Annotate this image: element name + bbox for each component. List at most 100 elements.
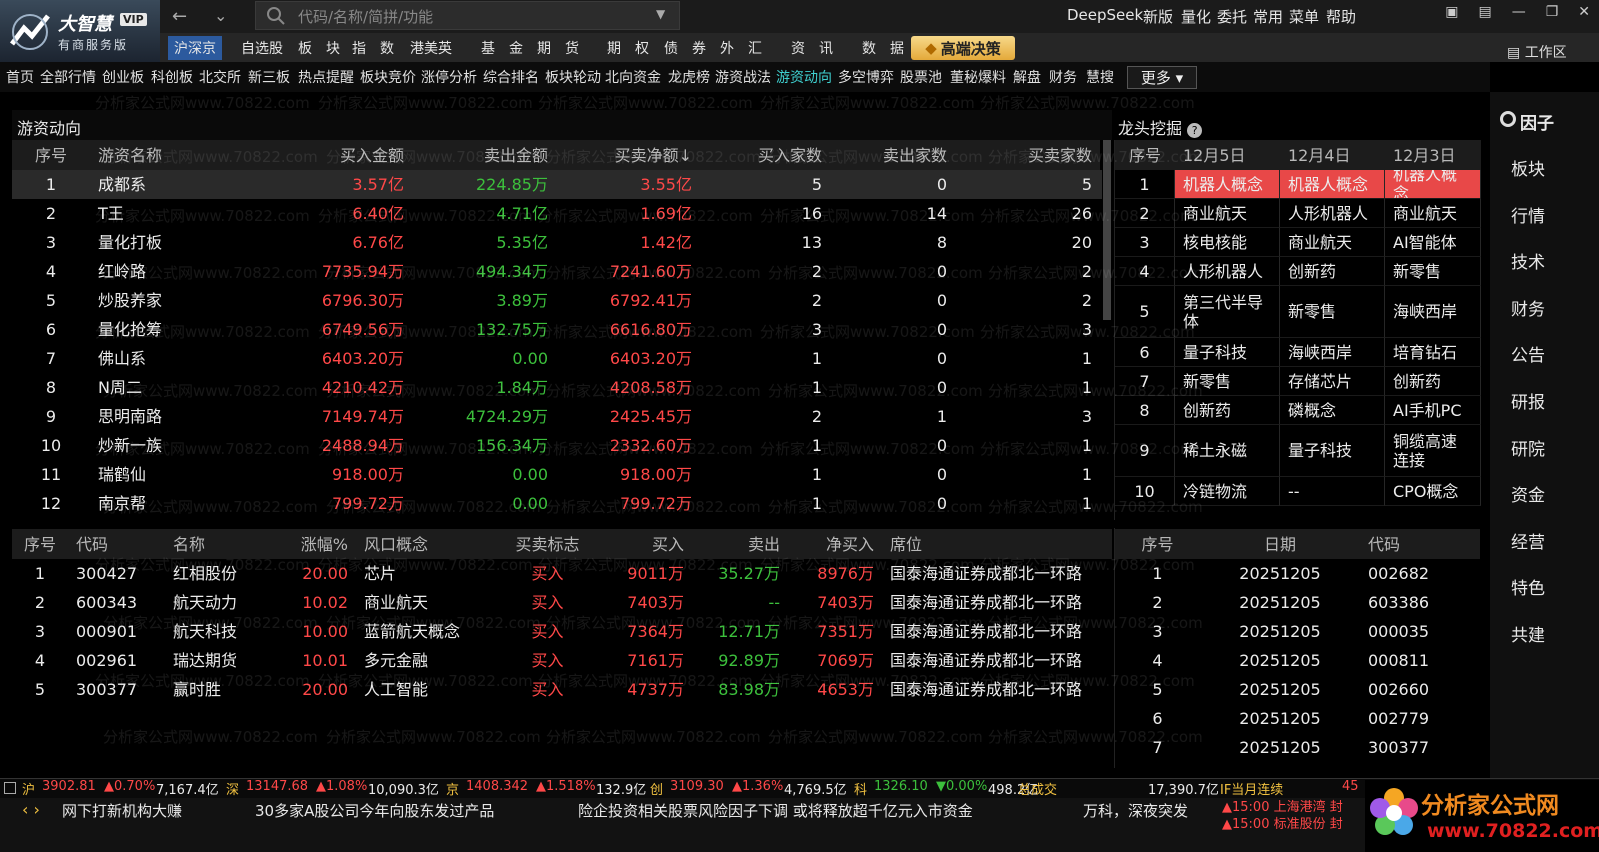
column-header[interactable]: 日期 <box>1200 529 1360 559</box>
column-header[interactable]: 涨幅% <box>268 529 356 559</box>
column-header[interactable]: 序号 <box>12 140 90 170</box>
tab[interactable]: 董秘爆料 <box>950 70 1006 86</box>
column-header[interactable]: 买卖家数 <box>955 140 1100 170</box>
sidebar-item[interactable]: 因子 <box>1520 114 1554 134</box>
news-item[interactable]: 网下打新机构大赚 <box>62 802 183 820</box>
sidebar-item[interactable]: 特色 <box>1511 579 1545 600</box>
column-header[interactable]: 序号 <box>12 529 68 559</box>
table-cell: 6796.30万 <box>321 291 404 310</box>
future-label: IF当月连续 <box>1220 783 1284 798</box>
tab[interactable]: 解盘 <box>1013 70 1041 86</box>
nav-item[interactable]: 基 金 <box>481 41 523 57</box>
search-box[interactable]: 代码/名称/简拼/功能 ▼ <box>255 1 680 30</box>
column-header[interactable]: 买入金额 <box>268 140 412 170</box>
back-button[interactable]: ← <box>172 6 188 27</box>
forward-button[interactable]: ⌄ <box>214 6 228 25</box>
column-header[interactable]: 序号 <box>1115 529 1200 559</box>
restore-button[interactable]: ❐ <box>1545 4 1559 20</box>
nav-item[interactable]: 期 货 <box>537 41 579 57</box>
close-button[interactable]: ✕ <box>1578 4 1590 20</box>
sidebar-item[interactable]: 行情 <box>1511 206 1545 227</box>
column-header[interactable]: 卖出金额 <box>412 140 556 170</box>
tab[interactable]: 新三板 <box>248 70 290 86</box>
column-header[interactable]: 名称 <box>165 529 268 559</box>
nav-item[interactable]: 港美英 <box>410 41 452 57</box>
column-header[interactable]: 买入 <box>595 529 692 559</box>
menu-item[interactable]: 菜单 <box>1289 8 1320 26</box>
nav-item[interactable]: 沪深京 <box>168 36 222 60</box>
tab[interactable]: 慧搜 <box>1086 70 1114 86</box>
column-header[interactable]: 风口概念 <box>356 529 500 559</box>
nav-item[interactable]: 外 汇 <box>720 41 762 57</box>
menu-item[interactable]: 量化 <box>1181 8 1212 26</box>
tab[interactable]: 游资动向 <box>776 70 832 86</box>
nav-item[interactable]: 数 据 <box>862 41 904 57</box>
column-header[interactable]: 买卖标志 <box>500 529 595 559</box>
sidebar-item[interactable]: 公告 <box>1511 346 1545 367</box>
sidebar-item[interactable]: 经营 <box>1511 532 1545 553</box>
column-header[interactable]: 净买入 <box>788 529 882 559</box>
tab[interactable]: 板块轮动 <box>545 70 601 86</box>
nav-item[interactable]: 债 券 <box>664 41 706 57</box>
search-dropdown[interactable]: ▼ <box>656 7 666 21</box>
news-item[interactable]: 万科，深夜突发 <box>1083 802 1189 820</box>
workspace-button[interactable]: ▤ 工作区 <box>1507 45 1567 61</box>
nav-item[interactable]: 期 权 <box>607 41 649 57</box>
tab[interactable]: 科创板 <box>151 70 193 86</box>
menu-item[interactable]: DeepSeek <box>1067 6 1144 24</box>
column-header[interactable]: 卖出家数 <box>830 140 955 170</box>
alert-item[interactable]: ▲15:00 标准股份 封 <box>1222 817 1343 832</box>
tab[interactable]: 股票池 <box>900 70 942 86</box>
column-header[interactable]: 买卖净额↓ <box>556 140 700 170</box>
sidebar-item[interactable]: 共建 <box>1511 626 1545 646</box>
more-button[interactable]: 更多 ▾ <box>1127 66 1197 89</box>
tab[interactable]: 板块竞价 <box>360 70 416 86</box>
news-item[interactable]: 30多家A股公司今年向股东发过产品 <box>255 802 495 820</box>
alert-item[interactable]: ▲15:00 上海港湾 封 <box>1222 800 1343 815</box>
sidebar-item[interactable]: 技术 <box>1511 253 1545 274</box>
nav-item[interactable]: 板 块 <box>298 41 340 57</box>
column-header[interactable]: 代码 <box>68 529 165 559</box>
tab[interactable]: 全部行情 <box>40 70 96 86</box>
column-header[interactable]: 游资名称 <box>90 140 268 170</box>
sidebar-item[interactable]: 板块 <box>1511 160 1545 180</box>
tab[interactable]: 游资战法 <box>715 70 771 86</box>
ticker-arrows[interactable]: ‹ › <box>22 800 40 819</box>
sidebar-item[interactable]: 资金 <box>1511 486 1545 507</box>
table-cell: 4 <box>45 262 57 281</box>
column-header[interactable]: 序号 <box>1115 140 1175 170</box>
nav-item[interactable]: 指 数 <box>352 41 394 57</box>
column-header[interactable]: 12月5日 <box>1175 140 1280 170</box>
minimize-button[interactable]: — <box>1511 4 1526 20</box>
sidebar-item[interactable]: 研院 <box>1511 439 1545 460</box>
tab[interactable]: 北向资金 <box>605 70 661 86</box>
menu-item[interactable]: 常用 <box>1253 8 1284 26</box>
tab[interactable]: 龙虎榜 <box>668 70 710 86</box>
tab[interactable]: 创业板 <box>102 70 144 86</box>
column-header[interactable]: 12月4日 <box>1280 140 1385 170</box>
premium-button[interactable]: ◆ 高端决策 <box>911 36 1015 60</box>
nav-item[interactable]: 资 讯 <box>791 41 833 57</box>
tab[interactable]: 首页 <box>6 70 34 86</box>
tab[interactable]: 涨停分析 <box>421 70 477 86</box>
column-header[interactable]: 席位 <box>882 529 1112 559</box>
sidebar-item[interactable]: 财务 <box>1511 299 1545 320</box>
menu-item[interactable]: 帮助 <box>1326 8 1357 26</box>
news-item[interactable]: 险企投资相关股票风险因子下调 或将释放超千亿元入市资金 <box>578 802 973 820</box>
nav-item[interactable]: 自选股 <box>241 41 283 57</box>
icon-button[interactable]: ▣ <box>1445 4 1459 20</box>
column-header[interactable]: 12月3日 <box>1385 140 1481 170</box>
tab[interactable]: 多空博弈 <box>838 70 894 86</box>
scrollbar[interactable] <box>1103 140 1111 320</box>
menu-item[interactable]: 委托 <box>1217 8 1248 26</box>
menu-item[interactable]: 新版 <box>1143 8 1174 26</box>
column-header[interactable]: 买入家数 <box>700 140 830 170</box>
column-header[interactable]: 代码 <box>1360 529 1480 559</box>
tab[interactable]: 北交所 <box>199 70 241 86</box>
sidebar-item[interactable]: 研报 <box>1511 393 1545 413</box>
column-header[interactable]: 卖出 <box>692 529 788 559</box>
tab[interactable]: 综合排名 <box>483 70 539 86</box>
icon-button[interactable]: ▤ <box>1478 4 1492 20</box>
tab[interactable]: 热点提醒 <box>298 70 354 86</box>
tab[interactable]: 财务 <box>1049 70 1077 86</box>
